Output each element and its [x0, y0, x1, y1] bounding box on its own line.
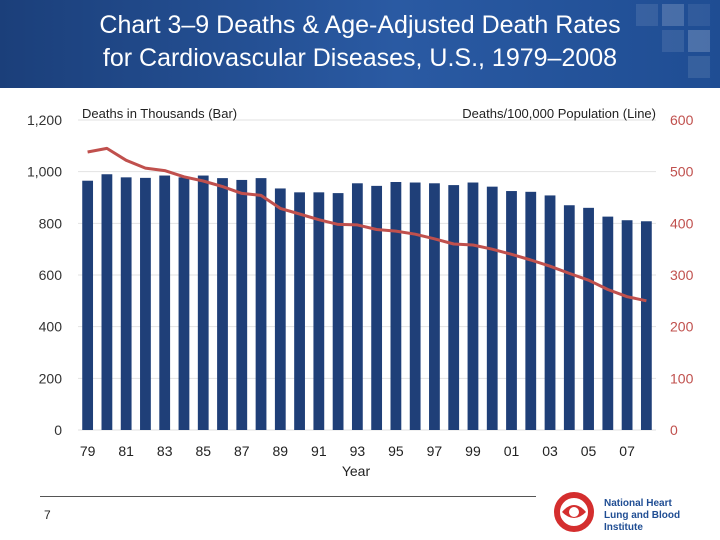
bar-1995: [390, 182, 402, 430]
bar-1992: [332, 193, 344, 430]
right-tick-label: 600: [670, 112, 694, 128]
left-axis: 0 200 400 600 800 1,000 1,200: [27, 112, 62, 438]
x-tick-label: 01: [504, 443, 520, 459]
right-tick-label: 100: [670, 370, 694, 386]
left-tick-label: 400: [39, 319, 63, 335]
bar-1996: [409, 182, 421, 430]
bar-1999: [467, 182, 479, 430]
bar-1991: [313, 192, 325, 430]
page-number: 7: [44, 508, 51, 522]
x-tick-label: 97: [427, 443, 443, 459]
bar-1993: [351, 183, 363, 430]
title-line-2: for Cardiovascular Diseases, U.S., 1979–…: [102, 44, 618, 72]
bar-1988: [255, 178, 267, 430]
bar-2001: [506, 191, 517, 430]
footer-divider: [40, 496, 536, 497]
logo-line-2: Lung and Blood Institute: [604, 510, 681, 533]
x-tick-label: 91: [311, 443, 327, 459]
bar-2004: [563, 205, 575, 430]
x-tick-label: 81: [118, 443, 134, 459]
bar-1983: [159, 175, 171, 430]
left-tick-label: 0: [54, 422, 62, 438]
bar-2006: [602, 216, 614, 430]
bar-1998: [448, 185, 460, 430]
left-axis-label: Deaths in Thousands (Bar): [82, 106, 237, 121]
gridlines: [78, 119, 656, 431]
logo-text: National Heart Lung and Blood Institute: [604, 498, 720, 534]
decorative-tiles: [636, 4, 710, 78]
bar-1984: [178, 177, 190, 430]
right-tick-label: 500: [670, 164, 694, 180]
bar-1981: [120, 177, 132, 430]
left-tick-label: 600: [39, 267, 63, 283]
logo-line-1: National Heart: [604, 498, 672, 509]
right-tick-label: 400: [670, 215, 694, 231]
x-tick-label: 83: [157, 443, 173, 459]
x-tick-label: 03: [542, 443, 558, 459]
bar-1997: [429, 183, 440, 430]
x-tick-label: 87: [234, 443, 250, 459]
bar-2003: [544, 195, 556, 430]
left-tick-label: 200: [39, 370, 63, 386]
bar-2000: [486, 186, 498, 430]
x-tick-label: 95: [388, 443, 404, 459]
left-tick-label: 1,200: [27, 112, 62, 128]
x-tick-label: 93: [350, 443, 366, 459]
title-line-1: Chart 3–9 Deaths & Age-Adjusted Death Ra…: [99, 11, 621, 39]
bar-2007: [621, 220, 633, 430]
bar-1986: [217, 178, 228, 430]
bar-2008: [640, 221, 652, 430]
left-tick-label: 1,000: [27, 164, 62, 180]
right-tick-label: 300: [670, 267, 694, 283]
x-tick-label: 99: [465, 443, 481, 459]
x-tick-label: 85: [195, 443, 211, 459]
slide-header: Chart 3–9 Deaths & Age-Adjusted Death Ra…: [0, 0, 720, 88]
bar-1990: [294, 192, 305, 430]
right-tick-label: 200: [670, 319, 694, 335]
bar-2005: [583, 207, 594, 430]
bar-2002: [525, 191, 537, 430]
bar-1994: [371, 185, 383, 430]
x-tick-label: 89: [273, 443, 289, 459]
right-axis: 0 100 200 300 400 500 600: [670, 112, 694, 438]
bar-1979: [82, 180, 94, 430]
nhlbi-logo-icon: [554, 492, 594, 532]
bar-1987: [236, 179, 248, 430]
x-axis-title: Year: [342, 463, 371, 479]
bar-1985: [197, 175, 209, 430]
bar-series: [82, 174, 652, 430]
page-title: Chart 3–9 Deaths & Age-Adjusted Death Ra…: [0, 9, 720, 75]
x-tick-label: 79: [80, 443, 96, 459]
right-tick-label: 0: [670, 422, 678, 438]
bar-1980: [101, 174, 113, 430]
x-tick-label: 07: [619, 443, 635, 459]
bar-1989: [274, 188, 286, 430]
x-tick-label: 05: [581, 443, 597, 459]
right-axis-label: Deaths/100,000 Population (Line): [462, 106, 656, 121]
x-axis: 79 81 83 85 87 89 91 93 95 97 99 01 03 05 07: [80, 443, 635, 459]
bar-1982: [140, 177, 151, 430]
left-tick-label: 800: [39, 215, 63, 231]
rate-line-series: [87, 146, 647, 303]
combo-chart: 0 200 400 600 800 1,000 1,200 0 100 200 300 400 500…: [27, 106, 694, 479]
